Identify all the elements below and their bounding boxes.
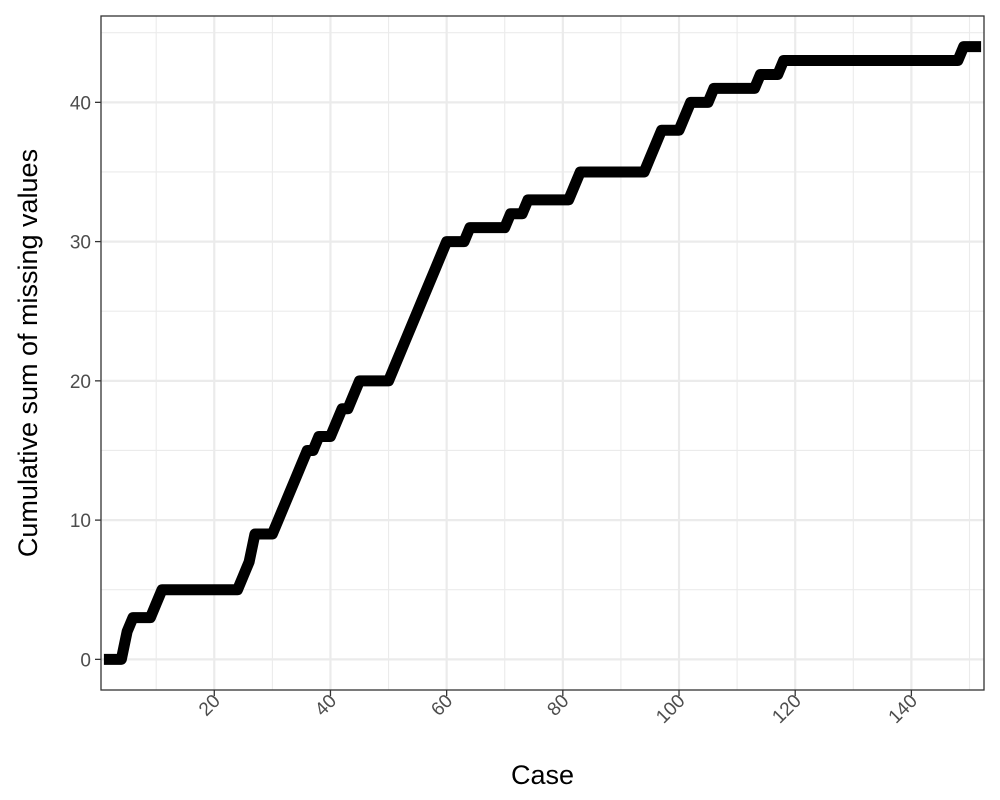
x-tick-label: 80 <box>544 691 574 721</box>
series-layer <box>103 41 982 665</box>
y-tick-label: 30 <box>70 233 91 254</box>
x-tick-label: 140 <box>885 691 922 728</box>
x-tick-label: 100 <box>652 691 689 728</box>
y-tick-label: 10 <box>70 511 91 532</box>
series-line <box>103 41 982 665</box>
panel-border <box>100 15 985 691</box>
x-tick-label: 120 <box>768 691 805 728</box>
grid-minor <box>101 16 984 690</box>
y-tick-label: 40 <box>70 93 91 114</box>
x-tick-label: 40 <box>311 691 341 721</box>
y-tick-label: 20 <box>70 372 91 393</box>
y-tick-label: 0 <box>80 650 91 671</box>
x-tick-label: 60 <box>427 691 457 721</box>
x-axis: 20 40 60 80 100 120 140 <box>195 690 922 728</box>
y-axis-title: Cumulative sum of missing values <box>13 149 43 557</box>
y-axis: 0 10 20 30 40 <box>70 93 101 671</box>
x-tick-label: 20 <box>195 691 225 721</box>
x-axis-title: Case <box>511 760 574 790</box>
